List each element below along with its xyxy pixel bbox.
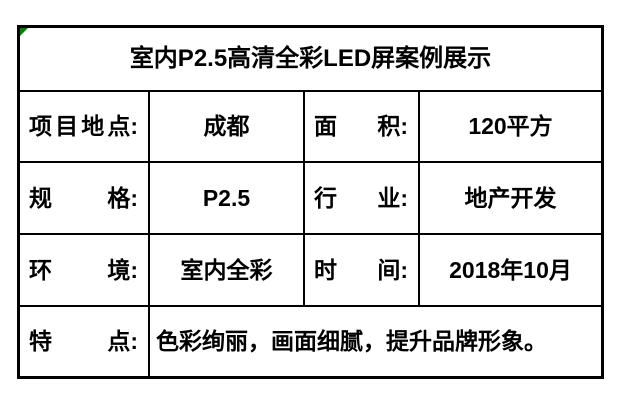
label-text-features: 特点 (29, 328, 131, 354)
label-colon: : (400, 256, 408, 283)
label-text-project-location: 项目地点 (29, 113, 131, 139)
label-cell-features: 特点: (20, 307, 150, 376)
label-text-time: 时间 (314, 256, 401, 283)
value-text-environment: 室内全彩 (180, 256, 273, 283)
label-colon: : (130, 256, 138, 283)
value-text-industry: 地产开发 (464, 184, 557, 211)
value-cell-time: 2018年10月 (420, 235, 601, 307)
label-cell-industry: 行业: (305, 163, 420, 235)
label-text-area: 面积 (314, 113, 401, 139)
value-cell-area: 120平方 (420, 92, 601, 163)
value-text-project-location: 成都 (203, 113, 250, 139)
value-cell-features: 色彩绚丽，画面细腻，提升品牌形象。 (150, 307, 601, 376)
value-text-features: 色彩绚丽，画面细腻，提升品牌形象。 (156, 328, 547, 354)
value-text-spec: P2.5 (202, 184, 251, 211)
led-case-spec-table: 室内P2.5高清全彩LED屏案例展示 项目地点: 成都 面积: 120平方 规格… (17, 25, 604, 379)
label-colon: : (130, 328, 138, 354)
excel-corner-marker-icon (20, 28, 28, 36)
value-cell-spec: P2.5 (150, 163, 305, 235)
label-text-environment: 环境 (29, 256, 131, 283)
label-cell-project-location: 项目地点: (20, 92, 150, 163)
value-text-time: 2018年10月 (449, 256, 572, 283)
label-cell-time: 时间: (305, 235, 420, 307)
value-cell-environment: 室内全彩 (150, 235, 305, 307)
label-cell-environment: 环境: (20, 235, 150, 307)
label-colon: : (130, 113, 138, 139)
label-text-industry: 行业 (314, 184, 401, 211)
label-colon: : (400, 113, 408, 139)
value-cell-project-location: 成都 (150, 92, 305, 163)
label-text-spec: 规格 (29, 184, 131, 211)
label-colon: : (130, 184, 138, 211)
label-colon: : (400, 184, 408, 211)
table-title-cell: 室内P2.5高清全彩LED屏案例展示 (20, 28, 601, 92)
value-cell-industry: 地产开发 (420, 163, 601, 235)
label-cell-spec: 规格: (20, 163, 150, 235)
value-text-area: 120平方 (468, 113, 553, 139)
table-title: 室内P2.5高清全彩LED屏案例展示 (129, 45, 492, 72)
label-cell-area: 面积: (305, 92, 420, 163)
